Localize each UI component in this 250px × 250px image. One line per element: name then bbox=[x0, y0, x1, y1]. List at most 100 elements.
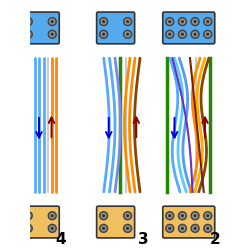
Circle shape bbox=[166, 18, 174, 25]
Circle shape bbox=[193, 19, 198, 24]
Circle shape bbox=[27, 215, 29, 216]
Circle shape bbox=[103, 215, 104, 216]
Circle shape bbox=[100, 18, 108, 25]
Circle shape bbox=[124, 30, 132, 38]
Circle shape bbox=[48, 30, 56, 38]
Circle shape bbox=[205, 213, 210, 218]
Circle shape bbox=[182, 215, 183, 216]
Circle shape bbox=[100, 224, 108, 232]
Circle shape bbox=[103, 228, 104, 229]
FancyBboxPatch shape bbox=[96, 12, 134, 44]
Circle shape bbox=[50, 32, 55, 37]
Circle shape bbox=[204, 18, 212, 25]
Circle shape bbox=[101, 19, 106, 24]
Circle shape bbox=[180, 32, 185, 37]
Circle shape bbox=[204, 224, 212, 232]
Circle shape bbox=[182, 34, 183, 35]
Circle shape bbox=[191, 224, 199, 232]
Circle shape bbox=[167, 19, 172, 24]
FancyBboxPatch shape bbox=[96, 206, 134, 238]
Circle shape bbox=[167, 32, 172, 37]
FancyBboxPatch shape bbox=[21, 12, 59, 44]
Circle shape bbox=[194, 21, 196, 22]
Circle shape bbox=[169, 21, 171, 22]
Circle shape bbox=[50, 226, 55, 231]
Circle shape bbox=[127, 215, 128, 216]
Circle shape bbox=[194, 215, 196, 216]
Circle shape bbox=[182, 21, 183, 22]
Circle shape bbox=[207, 215, 209, 216]
Circle shape bbox=[51, 21, 53, 22]
FancyBboxPatch shape bbox=[21, 206, 59, 238]
Circle shape bbox=[205, 32, 210, 37]
Circle shape bbox=[101, 226, 106, 231]
Circle shape bbox=[101, 32, 106, 37]
Circle shape bbox=[125, 19, 130, 24]
Circle shape bbox=[169, 228, 171, 229]
Circle shape bbox=[191, 30, 199, 38]
Circle shape bbox=[24, 224, 32, 232]
Circle shape bbox=[180, 213, 185, 218]
Circle shape bbox=[51, 228, 53, 229]
Circle shape bbox=[169, 34, 171, 35]
Circle shape bbox=[50, 213, 55, 218]
Circle shape bbox=[191, 18, 199, 25]
Circle shape bbox=[191, 212, 199, 220]
Circle shape bbox=[207, 21, 209, 22]
Circle shape bbox=[27, 228, 29, 229]
Circle shape bbox=[178, 224, 186, 232]
Circle shape bbox=[26, 213, 31, 218]
Circle shape bbox=[51, 34, 53, 35]
Circle shape bbox=[127, 228, 128, 229]
Circle shape bbox=[207, 228, 209, 229]
Circle shape bbox=[178, 30, 186, 38]
Circle shape bbox=[100, 212, 108, 220]
Circle shape bbox=[166, 30, 174, 38]
Circle shape bbox=[100, 30, 108, 38]
Circle shape bbox=[27, 21, 29, 22]
Circle shape bbox=[127, 34, 128, 35]
FancyBboxPatch shape bbox=[163, 206, 215, 238]
Circle shape bbox=[26, 226, 31, 231]
Text: 2: 2 bbox=[210, 232, 220, 247]
Circle shape bbox=[124, 18, 132, 25]
Circle shape bbox=[167, 213, 172, 218]
Circle shape bbox=[24, 212, 32, 220]
Circle shape bbox=[194, 228, 196, 229]
Circle shape bbox=[205, 19, 210, 24]
Circle shape bbox=[125, 226, 130, 231]
Circle shape bbox=[204, 212, 212, 220]
Circle shape bbox=[166, 224, 174, 232]
Circle shape bbox=[48, 212, 56, 220]
Circle shape bbox=[103, 34, 104, 35]
Text: 4: 4 bbox=[55, 232, 66, 247]
Circle shape bbox=[207, 34, 209, 35]
Circle shape bbox=[101, 213, 106, 218]
Circle shape bbox=[193, 213, 198, 218]
Circle shape bbox=[205, 226, 210, 231]
Circle shape bbox=[193, 32, 198, 37]
Circle shape bbox=[125, 32, 130, 37]
Circle shape bbox=[194, 34, 196, 35]
Text: 3: 3 bbox=[138, 232, 149, 247]
Circle shape bbox=[24, 18, 32, 25]
Circle shape bbox=[178, 18, 186, 25]
Circle shape bbox=[50, 19, 55, 24]
Circle shape bbox=[180, 226, 185, 231]
Circle shape bbox=[48, 224, 56, 232]
Circle shape bbox=[27, 34, 29, 35]
Circle shape bbox=[24, 30, 32, 38]
Circle shape bbox=[182, 228, 183, 229]
Circle shape bbox=[48, 18, 56, 25]
Circle shape bbox=[204, 30, 212, 38]
Circle shape bbox=[193, 226, 198, 231]
Circle shape bbox=[178, 212, 186, 220]
Circle shape bbox=[26, 19, 31, 24]
Circle shape bbox=[169, 215, 171, 216]
Circle shape bbox=[166, 212, 174, 220]
Circle shape bbox=[124, 212, 132, 220]
Circle shape bbox=[103, 21, 104, 22]
Circle shape bbox=[167, 226, 172, 231]
Circle shape bbox=[127, 21, 128, 22]
Circle shape bbox=[51, 215, 53, 216]
